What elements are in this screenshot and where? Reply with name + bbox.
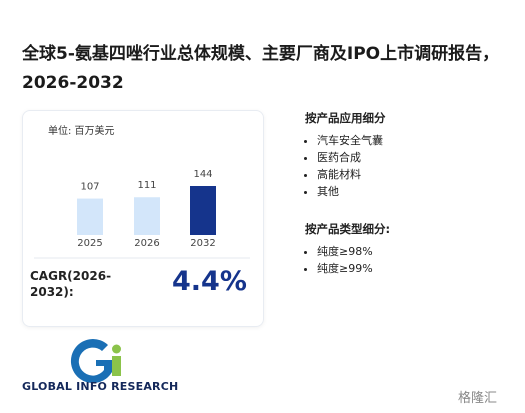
bar (77, 198, 103, 235)
card (22, 110, 264, 327)
x-tick-label: 2032 (190, 238, 215, 249)
segments: 按产品应用细分汽车安全气囊医药合成高能材料其他按产品类型细分:纯度≥98%纯度≥… (305, 110, 515, 298)
cagr-label: CAGR(2026-2032): (30, 269, 112, 299)
segment-list: 纯度≥98% 纯度≥99% (305, 245, 515, 276)
segment-item: 纯度≥99% (317, 262, 515, 276)
segment-item: 高能材料 (317, 168, 515, 182)
x-tick-label: 2025 (77, 238, 102, 249)
segment-item: 纯度≥98% (317, 245, 515, 259)
x-tick-label: 2026 (134, 238, 159, 249)
bar (134, 197, 160, 235)
segment-item: 汽车安全气囊 (317, 134, 515, 148)
logo-text: GLOBAL INFO RESEARCH (22, 380, 179, 393)
bar (190, 186, 216, 235)
logo-mark (70, 339, 121, 384)
value-label: 144 (193, 169, 212, 180)
value-label: 107 (80, 182, 99, 193)
segment: 按产品应用细分汽车安全气囊医药合成高能材料其他 (305, 110, 515, 199)
segment-list: 汽车安全气囊医药合成高能材料其他 (305, 134, 515, 199)
unit-label: 单位: 百万美元 (48, 126, 115, 137)
cagr-value: 4.4% (172, 266, 247, 297)
value-label: 111 (137, 180, 156, 191)
segment-item: 医药合成 (317, 151, 515, 165)
title: 全球5-氨基四唑行业总体规模、主要厂商及IPO上市调研报告，2026-2032 (22, 44, 500, 93)
segment: 按产品类型细分: 纯度≥98% 纯度≥99% (305, 221, 515, 276)
segment-heading: 按产品应用细分 (305, 111, 386, 125)
segment-heading: 按产品类型细分: (305, 222, 391, 236)
segment-item: 其他 (317, 185, 515, 199)
source: 格隆汇 (458, 391, 498, 406)
